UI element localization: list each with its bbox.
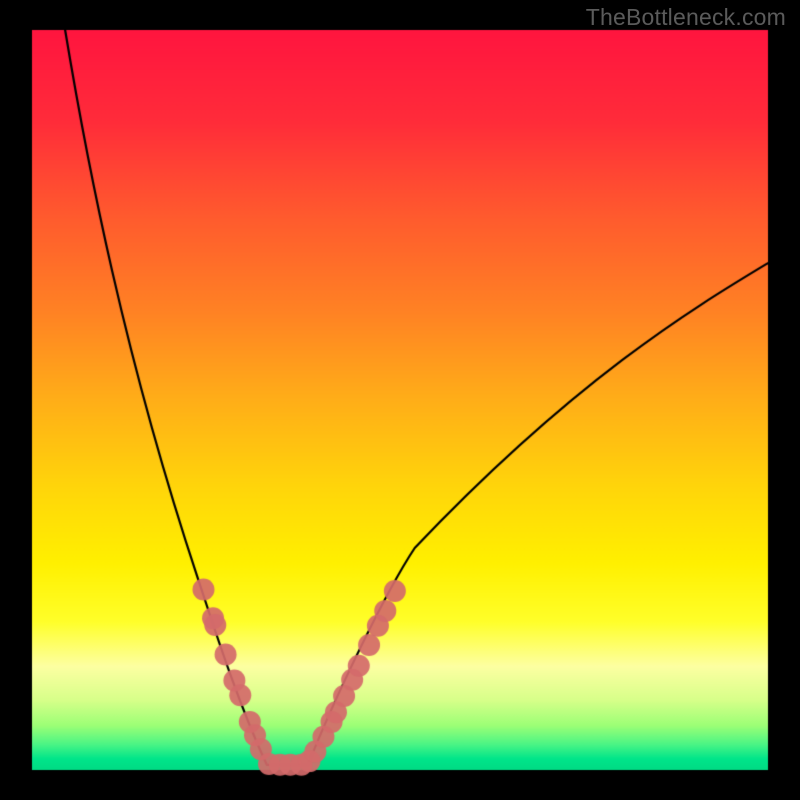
watermark-text: TheBottleneck.com [586, 4, 786, 31]
chart-stage: TheBottleneck.com [0, 0, 800, 800]
bottleneck-chart-canvas [0, 0, 800, 800]
